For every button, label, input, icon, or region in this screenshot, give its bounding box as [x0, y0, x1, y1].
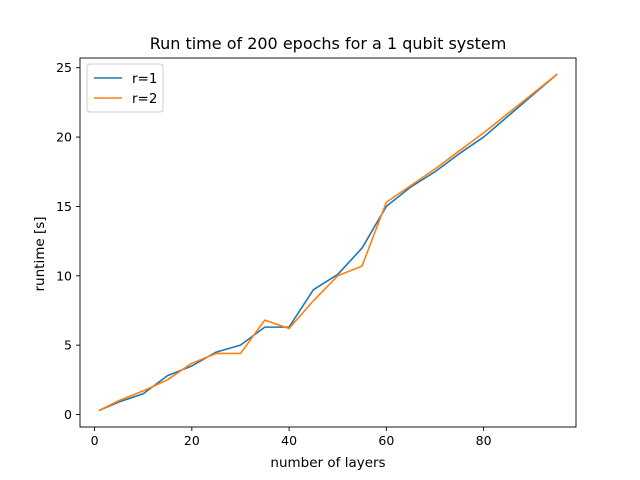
- x-tick-label: 40: [281, 433, 297, 448]
- x-tick-label: 20: [184, 433, 200, 448]
- series-line-1: [98, 73, 558, 412]
- chart-title: Run time of 200 epochs for a 1 qubit sys…: [150, 34, 507, 53]
- legend-label: r=1: [132, 71, 157, 87]
- series-line-2: [98, 73, 558, 412]
- axes: 0 20 40 60 80 0 5 10 15 20 25: [56, 57, 577, 448]
- x-tick-label: 80: [476, 433, 492, 448]
- y-tick-label: 5: [64, 338, 72, 353]
- x-tick-label: 0: [91, 433, 99, 448]
- y-tick-label: 0: [64, 407, 72, 422]
- y-tick-label: 15: [56, 199, 72, 214]
- y-tick-label: 25: [56, 60, 72, 75]
- x-tick-label: 60: [378, 433, 394, 448]
- y-axis-label: runtime [s]: [32, 216, 48, 291]
- legend-label: r=2: [132, 91, 157, 107]
- plot-frame: [79, 57, 577, 428]
- y-tick-label: 20: [56, 130, 72, 145]
- y-tick-label: 10: [56, 268, 72, 283]
- x-axis-label: number of layers: [270, 455, 385, 471]
- legend-box: [86, 63, 164, 113]
- legend: r=1r=2: [86, 63, 164, 113]
- series-layer: [98, 73, 558, 412]
